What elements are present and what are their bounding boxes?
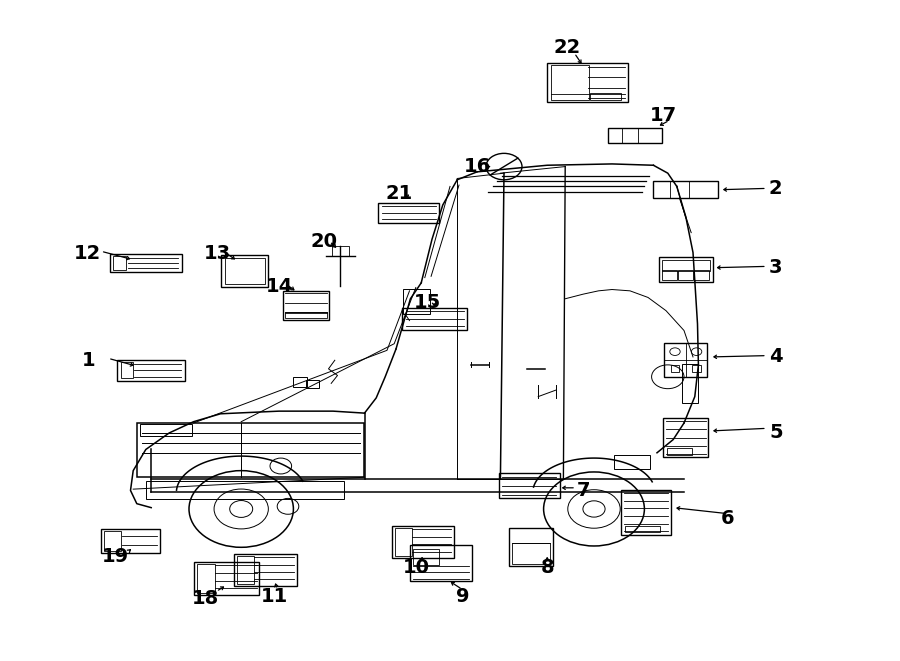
Text: 19: 19 [102, 547, 129, 566]
Bar [621, 490, 671, 535]
Bar [692, 366, 701, 372]
Bar [285, 312, 327, 318]
Text: 16: 16 [464, 157, 490, 176]
Text: 9: 9 [456, 587, 470, 605]
Text: 4: 4 [769, 348, 783, 366]
Bar [551, 65, 589, 100]
Bar [662, 260, 710, 271]
Bar [225, 258, 265, 284]
Bar [670, 366, 680, 372]
Text: 15: 15 [414, 293, 441, 311]
Bar [662, 270, 677, 280]
Text: 11: 11 [261, 587, 288, 605]
Text: 2: 2 [769, 179, 783, 198]
Text: 10: 10 [403, 558, 430, 576]
Bar [292, 377, 307, 387]
Text: 17: 17 [650, 106, 677, 125]
Text: 6: 6 [720, 510, 734, 528]
Bar [509, 528, 553, 566]
Bar [113, 256, 126, 270]
Bar [402, 307, 467, 329]
Bar [653, 181, 718, 198]
Bar [146, 481, 344, 499]
Text: 18: 18 [192, 589, 219, 607]
Bar [659, 257, 713, 282]
Bar [590, 93, 621, 100]
Bar [395, 528, 412, 556]
Bar [614, 455, 650, 469]
Bar [234, 554, 297, 586]
Bar [608, 128, 662, 143]
Bar [194, 562, 259, 595]
Bar [667, 447, 691, 455]
Bar [378, 203, 439, 223]
Text: 21: 21 [386, 184, 413, 202]
Bar [121, 362, 133, 378]
Text: 1: 1 [81, 351, 95, 369]
Bar [104, 531, 122, 551]
Bar [625, 525, 660, 532]
Bar [331, 246, 349, 256]
Bar [110, 254, 182, 272]
Bar [283, 290, 329, 320]
Bar [499, 473, 560, 498]
Text: 13: 13 [203, 244, 230, 262]
Bar [140, 424, 192, 436]
Text: 8: 8 [540, 558, 554, 576]
Text: 12: 12 [74, 244, 101, 262]
Text: 5: 5 [769, 424, 783, 442]
Bar [221, 255, 268, 287]
Bar [682, 364, 698, 403]
Bar [101, 529, 160, 553]
Bar [664, 343, 707, 377]
Text: 7: 7 [577, 481, 590, 500]
Bar [117, 360, 185, 381]
Bar [197, 564, 215, 593]
Bar [413, 549, 439, 565]
Bar [306, 380, 319, 388]
Text: 14: 14 [266, 278, 292, 296]
Text: 20: 20 [310, 232, 338, 251]
Bar [137, 423, 364, 477]
Bar [547, 63, 628, 102]
Bar [410, 545, 472, 582]
Bar [678, 270, 693, 280]
Bar [237, 556, 255, 584]
Bar [403, 289, 430, 314]
Text: 3: 3 [769, 258, 782, 277]
Text: 22: 22 [554, 38, 580, 57]
Bar [512, 543, 550, 564]
Bar [392, 526, 454, 558]
Bar [694, 270, 709, 280]
Bar [663, 418, 708, 457]
